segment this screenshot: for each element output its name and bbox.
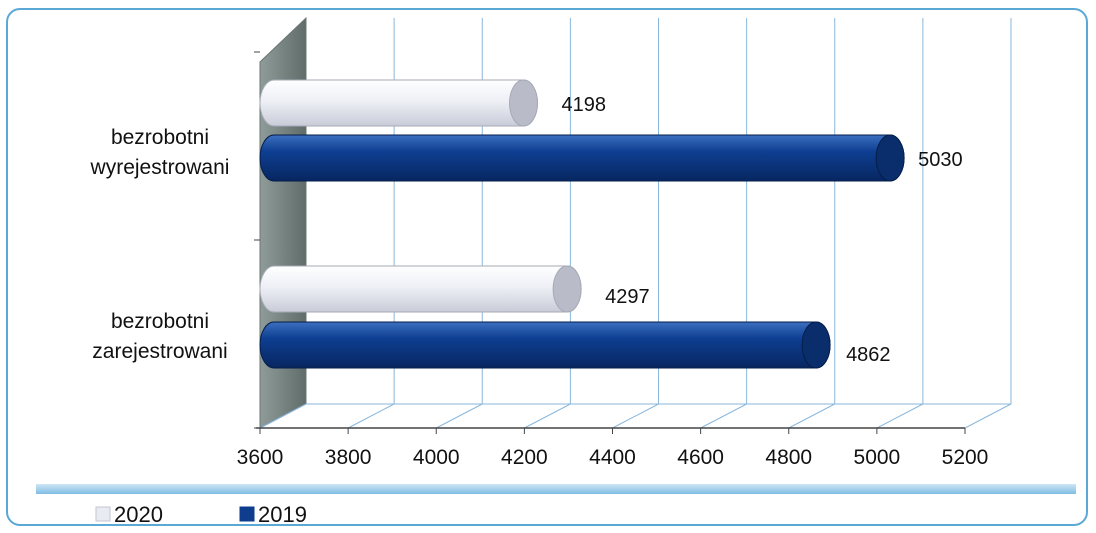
bar-end-cap [508, 79, 538, 127]
floor-gridline [700, 403, 747, 429]
x-tick-label: 4800 [765, 446, 812, 469]
category-label-line: zarejestrowani [92, 340, 227, 363]
legend-label: 2020 [114, 502, 163, 527]
x-tick-label: 3600 [237, 446, 284, 469]
legend-divider-band [36, 484, 1076, 494]
floor-gridline [788, 403, 835, 429]
x-tick-label: 4000 [413, 446, 460, 469]
category-label: bezrobotni zarejestrowani [92, 310, 227, 363]
floor-gridline [436, 403, 483, 429]
bar-end-cap [801, 321, 831, 369]
bar-end-cap [875, 134, 905, 182]
x-tick-label: 4400 [589, 446, 636, 469]
bar-2020 [259, 79, 538, 127]
bar-2019 [259, 321, 831, 369]
category-label-line: wyrejestrowani [90, 156, 230, 179]
x-tick-label: 5200 [942, 446, 989, 469]
floor-gridline [347, 403, 395, 429]
x-tick-label: 4600 [677, 446, 724, 469]
legend-label: 2019 [258, 502, 307, 527]
bar-end-cap [552, 265, 582, 313]
chart-frame [6, 8, 1088, 526]
legend-swatch [239, 506, 255, 522]
data-label: 4198 [561, 94, 606, 116]
data-label: 4862 [846, 344, 891, 366]
bar-2019 [259, 134, 905, 182]
x-tick-label: 3800 [325, 446, 372, 469]
x-tick-label: 4200 [501, 446, 548, 469]
floor-gridline [964, 403, 1012, 429]
category-label: bezrobotni wyrejestrowani [90, 126, 230, 179]
floor-gridline [524, 403, 571, 429]
category-label-line: bezrobotni [111, 126, 209, 149]
category-label-line: bezrobotni [111, 310, 209, 333]
data-label: 4297 [605, 286, 650, 308]
legend-swatch [95, 506, 111, 522]
x-tick-label: 5000 [854, 446, 901, 469]
bar-2020 [259, 265, 582, 313]
floor-gridline [259, 403, 307, 429]
floor-gridline [876, 403, 924, 429]
floor-gridline [612, 403, 659, 429]
data-label: 5030 [918, 149, 963, 171]
